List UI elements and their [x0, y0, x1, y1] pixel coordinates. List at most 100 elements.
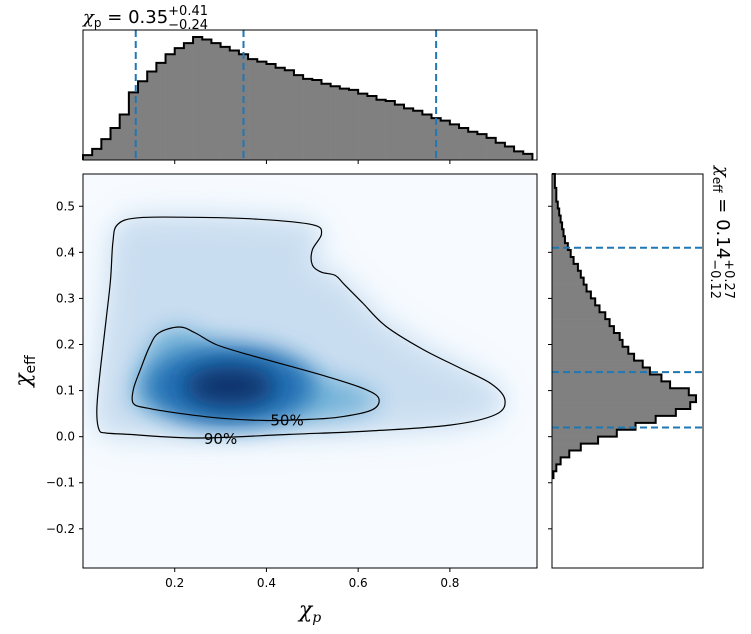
title-median: = 0.14: [712, 193, 733, 260]
right-hist-bar: [552, 436, 599, 444]
top-hist-bar: [495, 142, 506, 160]
y-axis-label: χeff: [11, 355, 39, 389]
right-hist-bar: [552, 415, 656, 424]
right-hist-bar: [552, 187, 557, 196]
top-xticks: [174, 160, 451, 164]
joint-axes-frame: [82, 173, 538, 569]
top-hist-bar: [385, 100, 396, 160]
right-hist-bar: [552, 429, 617, 437]
top-hist-bar: [147, 71, 157, 160]
top-hist-bar: [514, 151, 524, 160]
top-hist-bar: [367, 96, 377, 160]
title-lower-error: −0.24: [168, 18, 208, 33]
top-hist-bar: [468, 131, 478, 160]
joint-xticks: 0.2 0.4 0.6 0.8: [165, 568, 459, 590]
top-histogram: [82, 36, 534, 161]
x-tick-label: 0.4: [257, 576, 276, 590]
top-hist-outline: [82, 36, 534, 160]
right-hist-bar: [552, 339, 623, 348]
top-axes-frame: [82, 29, 538, 161]
top-hist-bar: [477, 134, 487, 160]
right-hist-bar: [552, 201, 558, 209]
top-hist-bar: [183, 43, 194, 160]
top-hist-bar: [459, 128, 469, 160]
y-tick-label: 0.3: [56, 291, 75, 305]
right-hist-bar: [552, 174, 555, 182]
y-tick-label: 0.5: [56, 199, 75, 213]
title-lower-error: −0.12: [707, 259, 722, 299]
top-hist-bar: [110, 128, 120, 160]
contour-90pct: [96, 216, 506, 439]
top-hist-bar: [193, 37, 203, 160]
right-quantile-lines: [552, 246, 703, 429]
right-hist-bar: [552, 464, 557, 472]
title-subscript: p: [94, 16, 102, 30]
title-symbol: χ: [712, 164, 733, 178]
right-hist-bar: [552, 326, 614, 334]
right-marginal-title: χeff = 0.14+0.27−0.12: [707, 164, 736, 299]
joint-density-panel: 50% 90% 0.2 0.4 0.6 0.8 −0.2 −0.1 0.0 0.1 0.2 0.3…: [11, 173, 538, 626]
right-hist-bar: [552, 298, 596, 306]
right-hist-bar: [552, 277, 584, 285]
right-hist-bar: [552, 409, 676, 417]
top-hist-bar: [257, 61, 267, 160]
top-hist-bar: [312, 80, 322, 160]
right-hist-bar: [552, 381, 671, 389]
top-hist-bar: [128, 92, 139, 160]
right-hist-bar: [552, 180, 555, 189]
y-tick-label: −0.1: [46, 476, 75, 490]
top-hist-bar: [339, 88, 350, 160]
y-axis-symbol: χ: [11, 372, 36, 389]
top-hist-bar: [330, 86, 341, 160]
right-hist-bar: [552, 270, 581, 278]
right-hist-bar: [552, 360, 643, 368]
right-hist-bar: [552, 367, 650, 375]
top-hist-bar: [348, 89, 359, 160]
x-axis-label: χp: [297, 598, 321, 626]
top-hist-bar: [358, 93, 368, 160]
contour-label: 50%: [270, 412, 303, 430]
title-median: = 0.35: [102, 7, 169, 28]
right-hist-bar: [552, 208, 560, 216]
top-hist-bar: [321, 83, 331, 160]
title-symbol: χ: [81, 7, 95, 28]
y-tick-label: 0.1: [56, 384, 75, 398]
top-marginal-panel: χp = 0.35+0.41 −0.24: [81, 4, 538, 164]
top-hist-bar: [376, 99, 386, 160]
y-tick-label: 0.0: [56, 430, 75, 444]
right-hist-bar: [552, 215, 561, 223]
right-hist-bar: [552, 236, 565, 244]
top-hist-bar: [422, 114, 432, 160]
right-hist-bar: [552, 284, 587, 292]
right-hist-bar: [552, 332, 620, 341]
joint-yticks: −0.2 −0.1 0.0 0.1 0.2 0.3 0.4 0.5: [46, 199, 83, 536]
top-hist-bar: [266, 64, 276, 160]
top-hist-bar: [202, 39, 212, 160]
right-histogram: [552, 173, 697, 480]
y-tick-label: 0.4: [56, 245, 75, 259]
top-hist-bar: [119, 114, 130, 160]
top-hist-bar: [394, 104, 405, 160]
right-hist-bar: [552, 443, 581, 451]
top-hist-bar: [413, 110, 423, 160]
top-hist-bar: [293, 75, 304, 160]
top-hist-bar: [486, 137, 497, 160]
x-tick-label: 0.6: [349, 576, 368, 590]
top-hist-bar: [284, 70, 295, 160]
y-axis-subscript: eff: [23, 355, 39, 374]
contour-label: 90%: [204, 430, 237, 448]
top-hist-bar: [431, 118, 441, 160]
x-axis-subscript: p: [312, 610, 321, 626]
top-marginal-title: χp = 0.35+0.41 −0.24: [81, 4, 208, 33]
top-hist-bar: [504, 146, 515, 160]
top-hist-bar: [211, 43, 221, 160]
top-hist-bar: [92, 148, 102, 160]
x-axis-symbol: χ: [297, 598, 314, 623]
right-hist-bar: [552, 388, 689, 396]
top-hist-bar: [220, 46, 231, 161]
density-heatmap: [96, 217, 505, 438]
top-hist-bar: [303, 78, 313, 160]
right-hist-bar: [552, 243, 568, 251]
contour-labels: 50% 90%: [204, 412, 304, 448]
right-hist-outline: [552, 173, 697, 480]
